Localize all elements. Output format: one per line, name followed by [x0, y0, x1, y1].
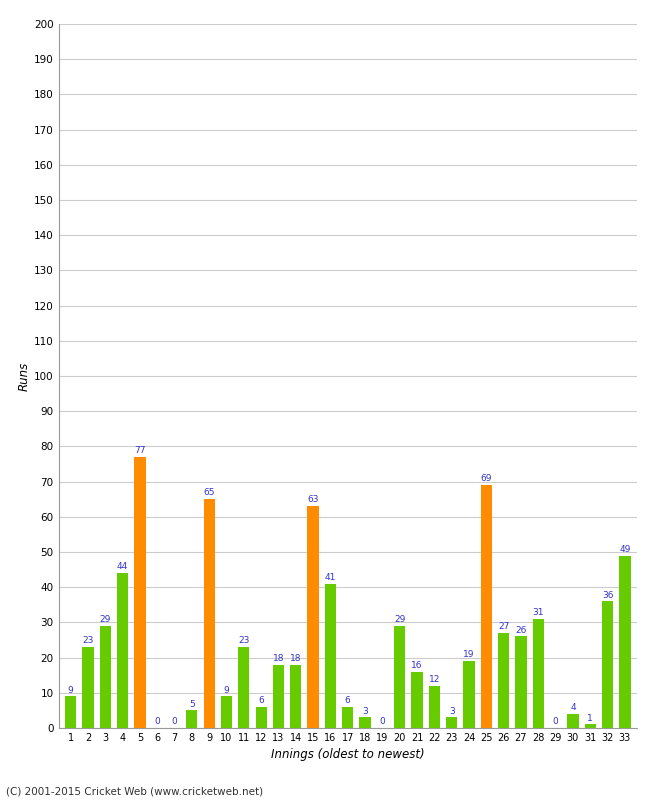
Text: 4: 4: [570, 703, 576, 712]
X-axis label: Innings (oldest to newest): Innings (oldest to newest): [271, 749, 424, 762]
Text: 9: 9: [224, 686, 229, 694]
Bar: [429, 686, 440, 728]
Text: 41: 41: [325, 573, 336, 582]
Text: 29: 29: [394, 615, 406, 624]
Text: 3: 3: [362, 706, 368, 716]
Text: 44: 44: [117, 562, 128, 571]
Bar: [117, 573, 128, 728]
Bar: [290, 665, 302, 728]
Bar: [65, 696, 76, 728]
Bar: [619, 555, 630, 728]
Bar: [273, 665, 284, 728]
Text: 3: 3: [448, 706, 454, 716]
Bar: [567, 714, 578, 728]
Text: 0: 0: [552, 718, 558, 726]
Bar: [342, 707, 354, 728]
Text: 36: 36: [602, 590, 614, 599]
Text: 29: 29: [99, 615, 111, 624]
Bar: [203, 499, 214, 728]
Text: 19: 19: [463, 650, 474, 659]
Bar: [325, 584, 336, 728]
Bar: [515, 637, 526, 728]
Text: 0: 0: [172, 718, 177, 726]
Bar: [255, 707, 266, 728]
Bar: [359, 718, 370, 728]
Text: 6: 6: [258, 696, 264, 705]
Text: 6: 6: [345, 696, 350, 705]
Text: 5: 5: [189, 700, 195, 709]
Text: 31: 31: [532, 608, 544, 617]
Text: 49: 49: [619, 545, 630, 554]
Bar: [584, 725, 596, 728]
Bar: [221, 696, 232, 728]
Bar: [411, 672, 422, 728]
Bar: [394, 626, 406, 728]
Bar: [532, 619, 544, 728]
Bar: [187, 710, 198, 728]
Text: 1: 1: [588, 714, 593, 722]
Text: 0: 0: [154, 718, 160, 726]
Text: 26: 26: [515, 626, 526, 634]
Bar: [498, 633, 509, 728]
Bar: [238, 647, 250, 728]
Bar: [99, 626, 111, 728]
Text: (C) 2001-2015 Cricket Web (www.cricketweb.net): (C) 2001-2015 Cricket Web (www.cricketwe…: [6, 786, 264, 796]
Bar: [307, 506, 318, 728]
Text: 0: 0: [380, 718, 385, 726]
Bar: [446, 718, 458, 728]
Text: 69: 69: [480, 474, 492, 483]
Text: 77: 77: [134, 446, 146, 455]
Text: 18: 18: [273, 654, 284, 663]
Y-axis label: Runs: Runs: [18, 362, 31, 390]
Text: 63: 63: [307, 495, 319, 505]
Text: 18: 18: [290, 654, 302, 663]
Bar: [602, 602, 613, 728]
Text: 23: 23: [238, 636, 250, 646]
Bar: [463, 661, 474, 728]
Text: 16: 16: [411, 661, 422, 670]
Bar: [135, 457, 146, 728]
Text: 65: 65: [203, 489, 215, 498]
Text: 12: 12: [428, 675, 440, 684]
Bar: [83, 647, 94, 728]
Text: 9: 9: [68, 686, 73, 694]
Bar: [481, 485, 492, 728]
Text: 23: 23: [83, 636, 94, 646]
Text: 27: 27: [498, 622, 510, 631]
